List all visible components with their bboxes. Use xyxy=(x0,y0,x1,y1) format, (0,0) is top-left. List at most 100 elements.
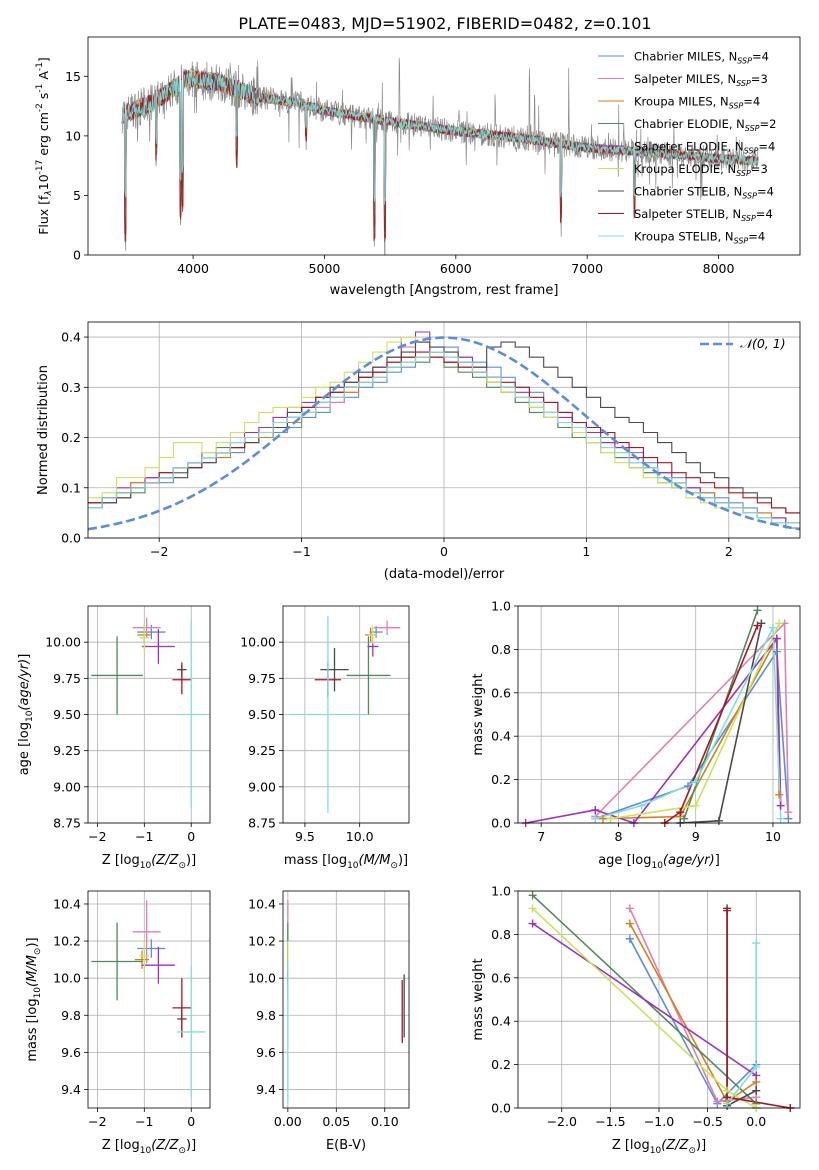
y-label-end: ] xyxy=(36,57,51,62)
legend-n: , N xyxy=(728,140,744,154)
legend-nssp: 3 xyxy=(760,162,767,176)
x-tick-label: 0.10 xyxy=(371,1114,399,1129)
x-tick-label: 6000 xyxy=(440,261,472,276)
axes-frame xyxy=(282,890,410,1109)
x-label-main: age [log xyxy=(598,853,651,868)
legend-model-name: Salpeter ELODIE xyxy=(634,140,728,154)
x-label-main: mass [log xyxy=(284,853,347,868)
legend-sub: SSP xyxy=(742,192,757,201)
errorbar-point-3 xyxy=(346,636,391,715)
y-label-exp2: -2 xyxy=(35,103,45,112)
y-tick-label: 9.4 xyxy=(256,1082,276,1097)
x-tick-label: −1 xyxy=(135,1114,153,1129)
legend-entry: Kroupa STELIB, NSSP=4 xyxy=(634,230,765,246)
weight-marker xyxy=(768,623,777,632)
x-label-end: )] xyxy=(696,1138,706,1153)
chart-mass_vs_ebv: 0.00 0.05 0.10 9.4 9.6 9.8 10.0 10.2 10.4 E(B-V) xyxy=(248,890,410,1153)
legend-normal-label: 𝒩(0, 1) xyxy=(740,336,786,351)
y-axis-label: Flux [fλ10-17 erg cm-2 s-1 A-1] xyxy=(35,57,54,235)
weight-marker xyxy=(680,814,689,823)
legend-eq: = xyxy=(752,50,762,64)
y-tick-label: 0 xyxy=(73,248,81,263)
legend-entry: Chabrier MILES, NSSP=4 xyxy=(634,50,769,66)
weight-marker xyxy=(723,906,732,915)
legend-nssp: 4 xyxy=(753,95,760,109)
x-tick-label: 10.0 xyxy=(346,829,374,844)
errorbar-point-5 xyxy=(139,623,149,653)
legend-eq: = xyxy=(743,95,753,109)
chart-residuals: −2 −1 0 1 2 0.0 0.1 0.2 0.3 0.4 𝒩(0, 1) (data-model… xyxy=(36,321,801,582)
weight-marker xyxy=(683,782,692,791)
axes-frame xyxy=(87,605,211,824)
errorbar-point-1 xyxy=(373,620,401,635)
y-tick-label: 8.75 xyxy=(248,816,276,831)
weight-marker xyxy=(772,647,781,656)
y-tick-label: 9.25 xyxy=(53,743,81,758)
legend-eq: = xyxy=(751,72,761,86)
y-tick-label: 15 xyxy=(65,69,81,84)
legend-eq: = xyxy=(756,207,766,221)
y-tick-label: 1.0 xyxy=(491,599,511,614)
plot-area-spectrum xyxy=(121,57,759,255)
weight-marker xyxy=(775,790,784,799)
weight-marker xyxy=(784,808,793,817)
weight-marker xyxy=(528,919,537,928)
y-tick-label: 9.00 xyxy=(248,779,276,794)
legend-nssp: 3 xyxy=(760,72,767,86)
x-tick-label: 8 xyxy=(614,829,622,844)
y-label-A: A xyxy=(36,71,51,84)
legend-entry: Chabrier ELODIE, NSSP=2 xyxy=(634,117,776,133)
model-spectrum-line-8 xyxy=(121,71,759,205)
x-tick-label: 7000 xyxy=(571,261,603,276)
y-tick-label: 9.00 xyxy=(53,779,81,794)
errorbar-point-7 xyxy=(172,978,192,1038)
x-tick-label: 0 xyxy=(187,829,195,844)
y-tick-label: 9.25 xyxy=(248,743,276,758)
errorbar-point-6 xyxy=(320,647,349,692)
weight-marker xyxy=(606,814,615,823)
x-tick-label: 0.00 xyxy=(274,1114,302,1129)
errorbar-point-8 xyxy=(177,620,206,809)
plot-area-residuals xyxy=(88,331,800,531)
x-label-sub: 10 xyxy=(140,861,152,871)
legend-model-name: Kroupa MILES xyxy=(634,95,713,109)
x-axis-label: mass [log10(M/M⊙)] xyxy=(284,853,408,871)
x-axis-label: Z [log10(Z/Z⊙)] xyxy=(102,1138,196,1156)
legend-sub: SSP xyxy=(736,79,751,88)
legend-model-name: Chabrier ELODIE xyxy=(634,117,729,131)
x-label-end: )] xyxy=(398,853,408,868)
y-label-end: ] xyxy=(17,654,32,659)
legend-nssp: 4 xyxy=(765,207,772,221)
x-label-end: )] xyxy=(186,1138,196,1153)
weight-marker xyxy=(752,1086,761,1095)
errorbar-point-1 xyxy=(132,900,161,964)
y-tick-label: 9.8 xyxy=(61,1008,81,1023)
y-tick-label: 10.2 xyxy=(53,934,81,949)
legend-model-name: Chabrier STELIB xyxy=(634,185,726,199)
x-label-var: (age/yr) xyxy=(663,853,715,868)
y-label-exp1: -17 xyxy=(35,160,45,175)
x-tick-label: −1.0 xyxy=(644,1114,674,1129)
y-tick-label: 0.0 xyxy=(491,816,511,831)
y-label-sub: 10 xyxy=(33,987,43,999)
y-label-exp3: -1 xyxy=(35,84,45,93)
y-tick-label: 0.2 xyxy=(61,430,81,445)
legend-eq: = xyxy=(748,230,758,244)
y-tick-label: 9.50 xyxy=(53,707,81,722)
x-label-var: (Z/Z xyxy=(151,1138,179,1153)
y-tick-label: 0.2 xyxy=(491,1057,511,1072)
legend-eq: = xyxy=(757,185,767,199)
x-axis-label: age [log10(age/yr)] xyxy=(598,853,720,871)
y-label-unit: erg cm xyxy=(36,112,51,160)
errorbar-point-5 xyxy=(368,626,378,644)
legend-entry: Salpeter ELODIE, NSSP=4 xyxy=(634,140,775,156)
weight-marker xyxy=(753,606,762,615)
x-label-main: Z [log xyxy=(102,1138,140,1153)
legend-sub: SSP xyxy=(745,124,760,133)
plot-area-age_vs_Z xyxy=(91,617,206,809)
weight-marker xyxy=(528,904,537,913)
legend-model-name: Kroupa ELODIE xyxy=(634,162,720,176)
errorbar-point-4 xyxy=(141,946,175,984)
x-label-sun: ⊙ xyxy=(178,861,186,871)
